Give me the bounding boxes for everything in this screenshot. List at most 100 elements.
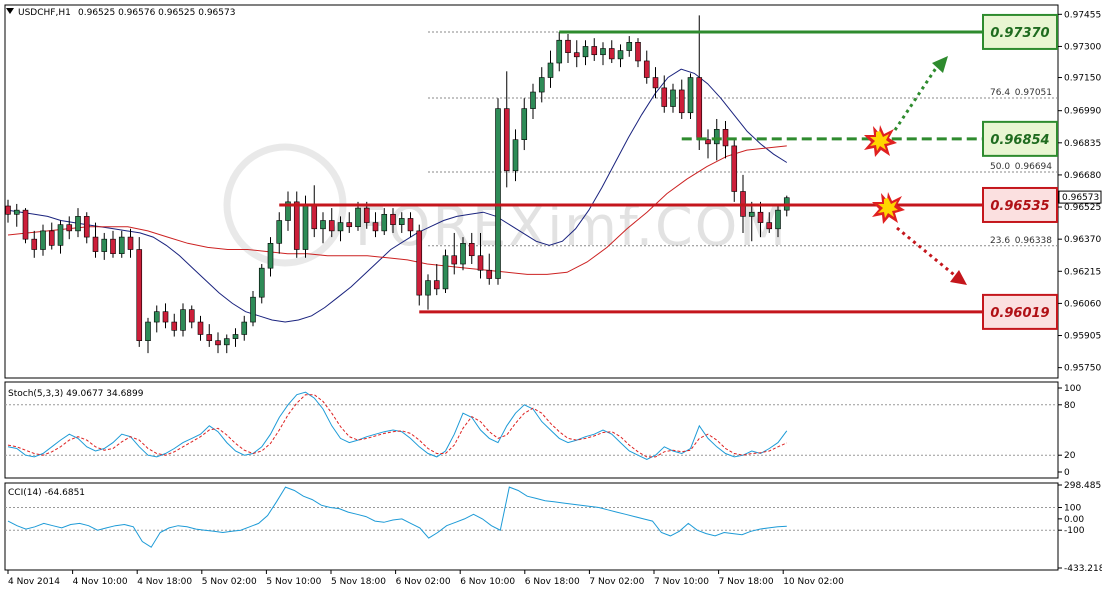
price-tick-label: 0.95905 xyxy=(1064,332,1101,342)
candle-body xyxy=(337,222,344,232)
candle-body xyxy=(285,201,291,221)
time-tick-label: 7 Nov 18:00 xyxy=(719,577,774,587)
fib-percent-label: 50.0 xyxy=(990,162,1010,172)
price-tick-label: 0.96525 xyxy=(1064,203,1101,213)
candle xyxy=(66,216,73,240)
candle xyxy=(451,232,458,275)
candle-body xyxy=(92,236,99,252)
candle xyxy=(398,212,405,233)
candle xyxy=(495,98,501,285)
symbol-label: USDCHF,H1 xyxy=(18,8,71,18)
candle xyxy=(92,222,99,258)
time-tick-label: 6 Nov 02:00 xyxy=(396,577,451,587)
candle xyxy=(766,212,773,233)
candle xyxy=(171,313,178,337)
breakout-burst-icon-lower xyxy=(872,192,905,224)
time-tick-label: 6 Nov 10:00 xyxy=(460,577,515,587)
candle-body xyxy=(136,249,143,341)
current-price-marker xyxy=(1058,190,1102,204)
stoch-panel-frame xyxy=(4,381,1059,479)
level-box-0.96854 xyxy=(982,120,1058,157)
stoch-header: Stoch(5,3,3) 49.0677 34.6899 xyxy=(8,389,144,399)
time-tick-label: 7 Nov 02:00 xyxy=(589,577,644,587)
candle-body xyxy=(442,255,449,290)
candle-body xyxy=(661,87,668,107)
candle xyxy=(556,31,563,72)
candle-body xyxy=(687,77,694,114)
candle xyxy=(433,264,440,296)
fib-price-label: 0.96338 xyxy=(1015,236,1052,246)
time-tick-label: 5 Nov 18:00 xyxy=(331,577,386,587)
candle-body xyxy=(477,255,484,271)
candle-body xyxy=(433,280,440,290)
candle-body xyxy=(328,220,335,232)
fib-price-label: 0.97051 xyxy=(1015,88,1052,98)
candle-body xyxy=(521,108,528,140)
candle-body xyxy=(766,222,773,230)
candle xyxy=(118,230,125,258)
slow-ma-line xyxy=(7,145,787,275)
candle xyxy=(661,75,668,113)
level-price-boxes: 0.97370 0.96854 0.96535 0.96019 xyxy=(982,13,1058,330)
candle-body xyxy=(591,46,598,56)
candle xyxy=(573,40,580,68)
candle-body xyxy=(678,89,685,114)
cci-title: CCI(14) -64.6851 xyxy=(8,488,85,498)
candle-body xyxy=(757,211,764,223)
candle-body xyxy=(145,321,151,341)
candle xyxy=(75,208,81,238)
candle xyxy=(687,73,694,119)
candle xyxy=(153,305,160,333)
candle xyxy=(22,208,29,244)
candle-body xyxy=(320,220,326,230)
candle-body xyxy=(110,238,116,254)
cci-tick-label: -433.2183 xyxy=(1064,564,1102,574)
candle xyxy=(748,201,755,242)
candle xyxy=(48,222,55,250)
candle xyxy=(258,264,265,304)
level-box-label: 0.96019 xyxy=(990,306,1049,321)
candle-body xyxy=(346,222,353,228)
candle-body xyxy=(355,207,361,228)
candle-body xyxy=(5,205,11,215)
candle-body xyxy=(171,321,178,331)
price-tick-label: 0.96835 xyxy=(1064,139,1101,149)
candle xyxy=(83,212,90,244)
candle-body xyxy=(267,243,274,269)
candle xyxy=(731,139,738,202)
candle xyxy=(608,40,615,64)
ohlc-values: 0.96525 0.96576 0.96525 0.96573 xyxy=(78,8,235,18)
price-tick-label: 0.97150 xyxy=(1064,74,1101,84)
candle xyxy=(512,129,519,182)
fib-percent-label: 23.6 xyxy=(990,236,1010,246)
candle-body xyxy=(250,296,256,323)
candle xyxy=(670,83,676,113)
candle xyxy=(162,303,169,329)
candle xyxy=(486,253,493,285)
level-box-0.96535 xyxy=(982,186,1058,223)
candle-body xyxy=(372,222,379,232)
candle xyxy=(705,129,711,159)
candle-body xyxy=(302,203,309,250)
candle-body xyxy=(416,230,423,296)
candle-body xyxy=(57,224,64,246)
candle-body xyxy=(731,145,738,192)
candle-body xyxy=(486,269,493,279)
candle-body xyxy=(153,311,160,323)
candle xyxy=(460,237,466,271)
candle xyxy=(180,303,186,337)
stoch-main-line xyxy=(7,391,788,460)
candle xyxy=(530,83,536,119)
time-tick-label: 4 Nov 10:00 xyxy=(73,577,128,587)
candle xyxy=(136,237,143,347)
candle-body xyxy=(197,321,204,335)
candle-body xyxy=(652,77,659,89)
candle xyxy=(617,44,624,68)
candle xyxy=(355,201,361,231)
candle xyxy=(197,315,204,341)
stochastic-panel: 100 80 20 0 xyxy=(5,384,1081,478)
candle xyxy=(757,201,764,238)
current-price-label: 0.96573 xyxy=(1062,193,1099,203)
